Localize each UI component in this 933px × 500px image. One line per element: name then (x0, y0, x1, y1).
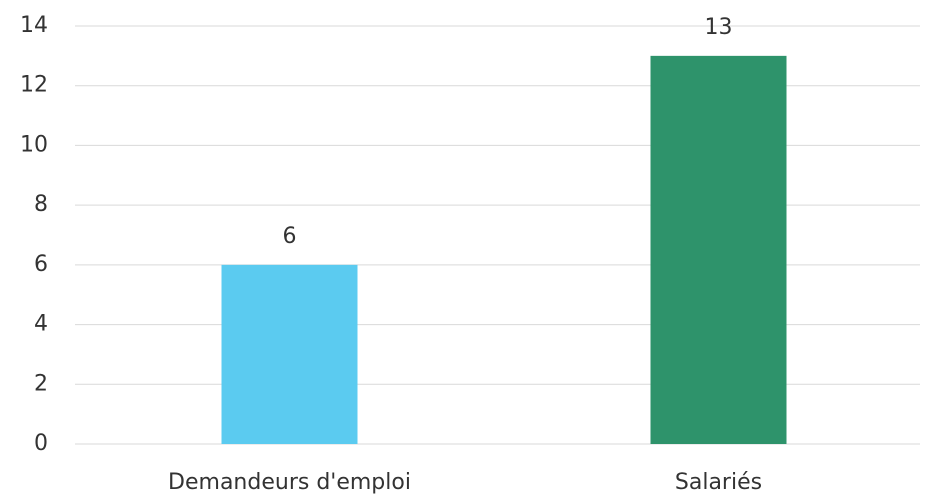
x-tick-label: Demandeurs d'emploi (168, 470, 411, 495)
y-tick-label: 0 (34, 431, 48, 456)
y-tick-label: 8 (34, 192, 48, 217)
y-tick-label: 12 (20, 73, 48, 98)
y-tick-label: 4 (34, 312, 48, 337)
bar (650, 55, 787, 444)
bar (221, 264, 358, 444)
data-label: 13 (705, 15, 733, 40)
y-tick-label: 6 (34, 252, 48, 277)
data-label: 6 (283, 224, 297, 249)
y-tick-label: 14 (20, 13, 48, 38)
x-tick-label: Salariés (675, 470, 762, 495)
y-tick-label: 2 (34, 371, 48, 396)
y-tick-label: 10 (20, 132, 48, 157)
